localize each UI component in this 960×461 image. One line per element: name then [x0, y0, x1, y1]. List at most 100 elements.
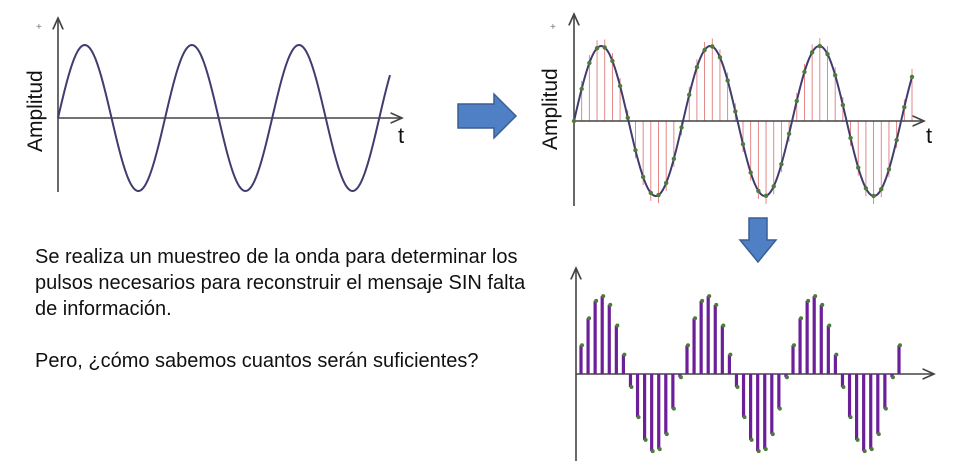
sample-point — [717, 55, 723, 60]
y-axis-label: Amplitud — [24, 70, 47, 152]
positive-marker: + — [550, 22, 556, 33]
pulse-tip — [799, 316, 804, 321]
sample-point — [809, 50, 815, 55]
sample-point — [625, 115, 630, 120]
sample-point — [571, 118, 577, 124]
description-text: Se realiza un muestreo de la onda para d… — [35, 244, 545, 374]
sample-point — [817, 43, 823, 49]
sample-point — [633, 147, 638, 153]
x-axis-label: t — [398, 123, 404, 148]
sample-point — [640, 174, 646, 180]
x-axis-label: t — [926, 123, 932, 148]
sample-point — [648, 190, 654, 196]
sample-point — [894, 137, 899, 143]
sample-point — [886, 167, 892, 172]
pulse-tip — [615, 323, 620, 328]
pulse-tip — [643, 437, 648, 442]
sample-point — [687, 92, 692, 97]
sample-point — [594, 45, 600, 51]
sample-point — [740, 141, 746, 147]
pulse-tip — [869, 447, 874, 452]
sample-point — [879, 187, 884, 192]
pulse-bars — [579, 294, 902, 454]
pulse-tip — [777, 406, 782, 411]
sample-point — [909, 74, 915, 80]
sample-point — [771, 184, 776, 189]
right-arrow-icon — [457, 92, 518, 140]
pulse-tip — [601, 294, 606, 299]
pulse-tip — [770, 432, 775, 437]
pulse-tip — [876, 432, 881, 437]
sample-point — [763, 193, 769, 199]
down-arrow-icon — [738, 217, 778, 264]
sample-point — [779, 162, 784, 167]
pulse-tip — [700, 298, 705, 303]
pulse-tip — [834, 352, 839, 357]
sample-point — [587, 60, 592, 66]
pulse-tip — [735, 385, 740, 390]
pulse-tip — [784, 375, 789, 380]
pulse-tip — [678, 375, 683, 380]
sampled-signal-plot: + Amplitud t — [539, 14, 932, 206]
pulse-tip — [890, 375, 895, 380]
pulse-tip — [693, 316, 698, 321]
sample-point — [579, 86, 584, 92]
pulse-tip — [636, 415, 641, 420]
pulse-tip — [707, 294, 712, 299]
pulse-tip — [714, 302, 719, 307]
pulse-tip — [608, 302, 613, 307]
pulse-tip — [671, 406, 676, 411]
pulse-tip — [841, 385, 846, 390]
sample-point — [710, 44, 715, 49]
pulse-tip — [792, 343, 796, 348]
sample-point — [617, 83, 623, 89]
sample-point — [786, 131, 792, 136]
pulse-tip — [806, 298, 811, 303]
pulse-tip — [898, 343, 902, 348]
sample-point — [840, 102, 846, 108]
sample-point — [848, 135, 853, 141]
pulse-tip — [629, 385, 634, 390]
sample-point — [671, 156, 677, 162]
pulse-tip — [686, 343, 690, 348]
sample-point — [871, 193, 876, 199]
pulse-tip — [820, 302, 825, 307]
pulse-tip — [721, 323, 726, 328]
sample-point — [733, 109, 738, 114]
y-axis-label: Amplitud — [539, 68, 562, 150]
pulse-tip — [728, 352, 733, 357]
continuous-signal-plot: + Amplitud t — [24, 18, 404, 193]
pulse-tip — [587, 316, 592, 321]
sample-point — [602, 45, 607, 50]
pulse-tip — [664, 432, 669, 437]
sample-point — [794, 98, 799, 104]
sample-point — [663, 180, 669, 186]
sample-point — [902, 104, 907, 110]
pulse-tip — [855, 437, 860, 442]
sample-point — [694, 65, 700, 70]
pulse-tip — [580, 343, 584, 348]
pulse-tip — [813, 294, 818, 299]
pulse-tip — [657, 447, 662, 452]
sample-point — [825, 51, 830, 57]
pulse-tip — [848, 415, 853, 420]
positive-marker: + — [36, 22, 42, 33]
sample-point — [856, 165, 861, 170]
pulse-tip — [742, 415, 747, 420]
pulse-tip — [749, 437, 754, 442]
sample-point — [702, 47, 707, 53]
sample-point — [725, 78, 730, 83]
pulse-tip — [862, 449, 867, 454]
sine-wave — [57, 43, 391, 193]
pulse-tip — [827, 323, 832, 328]
pulse-tip — [883, 406, 888, 411]
sample-point — [863, 186, 869, 191]
pulse-tip — [763, 447, 768, 452]
pulse-tip — [650, 449, 655, 454]
pulse-tip — [594, 298, 599, 303]
sample-points — [571, 43, 915, 199]
pulse-plot — [576, 268, 934, 461]
pulse-tip — [622, 352, 627, 357]
sample-point — [748, 170, 753, 175]
description-paragraph-2: Pero, ¿cómo sabemos cuantos serán sufici… — [35, 350, 479, 372]
